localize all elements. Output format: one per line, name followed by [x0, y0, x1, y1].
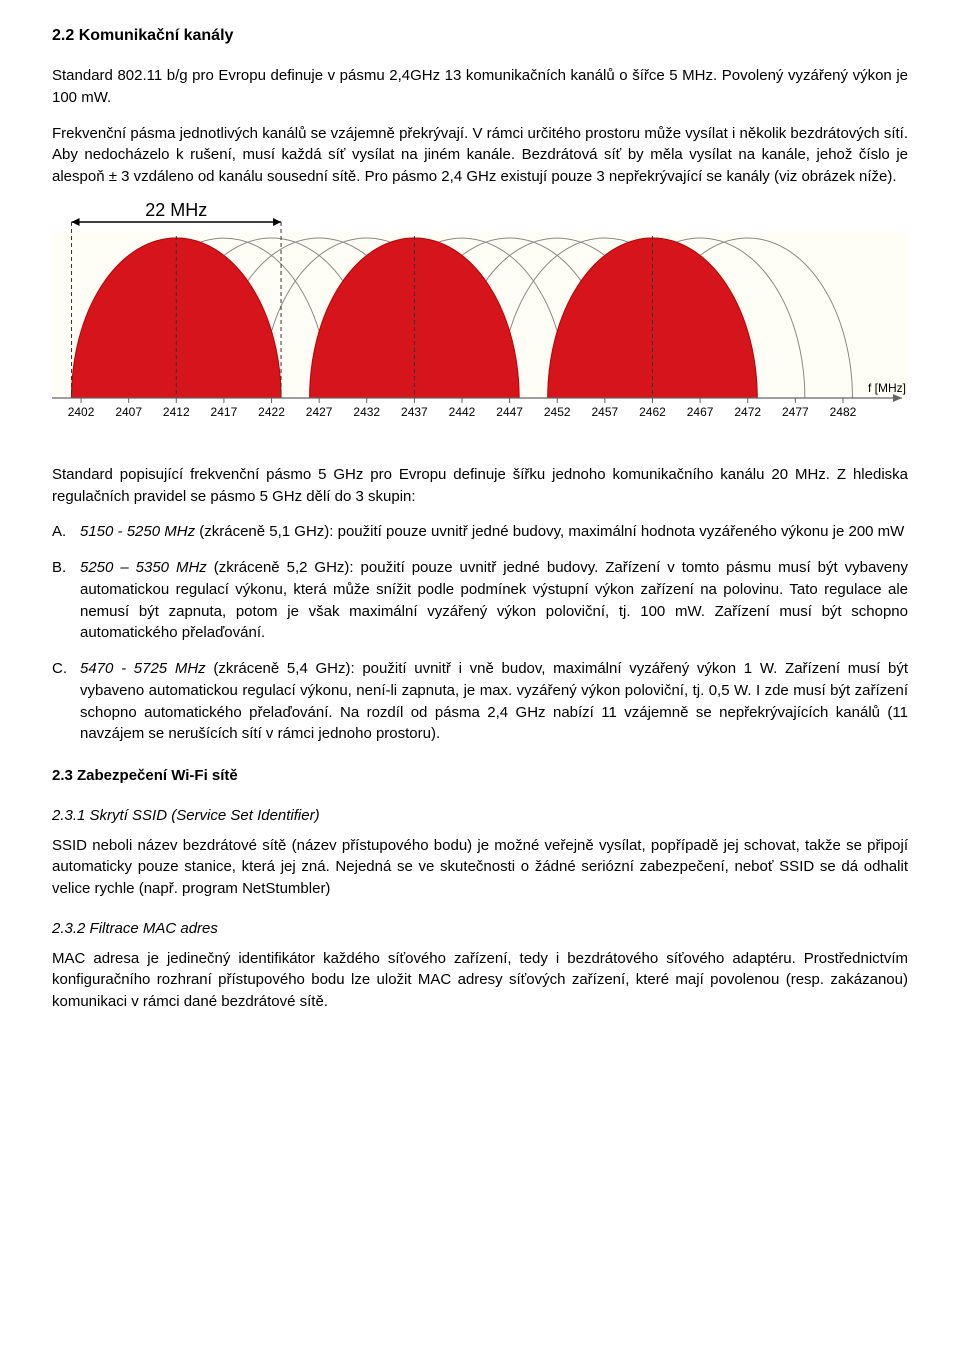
paragraph: Standard 802.11 b/g pro Evropu definuje … [52, 65, 908, 109]
band-text: (zkráceně 5,1 GHz): použití pouze uvnitř… [195, 523, 904, 540]
section-heading: 2.3 Zabezpečení Wi-Fi sítě [52, 765, 908, 787]
band-item-a: 5150 - 5250 MHz (zkráceně 5,1 GHz): použ… [80, 521, 908, 543]
paragraph: Frekvenční pásma jednotlivých kanálů se … [52, 123, 908, 188]
svg-text:2427: 2427 [306, 405, 333, 419]
section-heading: 2.2 Komunikační kanály [52, 24, 908, 47]
svg-text:2422: 2422 [258, 405, 285, 419]
svg-text:2417: 2417 [211, 405, 238, 419]
svg-text:2482: 2482 [830, 405, 857, 419]
svg-text:2412: 2412 [163, 405, 190, 419]
paragraph: SSID neboli název bezdrátové sítě (název… [52, 835, 908, 900]
svg-text:2437: 2437 [401, 405, 428, 419]
svg-text:2477: 2477 [782, 405, 809, 419]
channel-overlap-svg: 22 MHz f [MHz] 2402 2407 2412 2417 2422 2427 243… [52, 202, 908, 442]
svg-text:2407: 2407 [115, 405, 142, 419]
paragraph: Standard popisující frekvenční pásmo 5 G… [52, 464, 908, 508]
svg-text:2452: 2452 [544, 405, 571, 419]
band-item-b: 5250 – 5350 MHz (zkráceně 5,2 GHz): použ… [80, 557, 908, 644]
svg-text:f [MHz]: f [MHz] [868, 381, 906, 395]
band-range: 5150 - 5250 MHz [80, 523, 195, 540]
svg-text:2462: 2462 [639, 405, 666, 419]
band-list: 5150 - 5250 MHz (zkráceně 5,1 GHz): použ… [52, 521, 908, 745]
svg-text:2472: 2472 [734, 405, 761, 419]
band-range: 5470 - 5725 MHz [80, 660, 206, 677]
svg-text:22 MHz: 22 MHz [145, 202, 207, 220]
subsection-heading: 2.3.1 Skrytí SSID (Service Set Identifie… [52, 805, 908, 827]
svg-text:2467: 2467 [687, 405, 714, 419]
channel-overlap-chart: 22 MHz f [MHz] 2402 2407 2412 2417 2422 2427 243… [52, 202, 908, 442]
band-range: 5250 – 5350 MHz [80, 559, 207, 576]
svg-text:2457: 2457 [592, 405, 619, 419]
subsection-heading: 2.3.2 Filtrace MAC adres [52, 918, 908, 940]
paragraph: MAC adresa je jedinečný identifikátor ka… [52, 948, 908, 1013]
band-item-c: 5470 - 5725 MHz (zkráceně 5,4 GHz): použ… [80, 658, 908, 745]
svg-text:2402: 2402 [68, 405, 95, 419]
svg-text:2442: 2442 [449, 405, 476, 419]
svg-text:2432: 2432 [353, 405, 380, 419]
svg-text:2447: 2447 [496, 405, 523, 419]
